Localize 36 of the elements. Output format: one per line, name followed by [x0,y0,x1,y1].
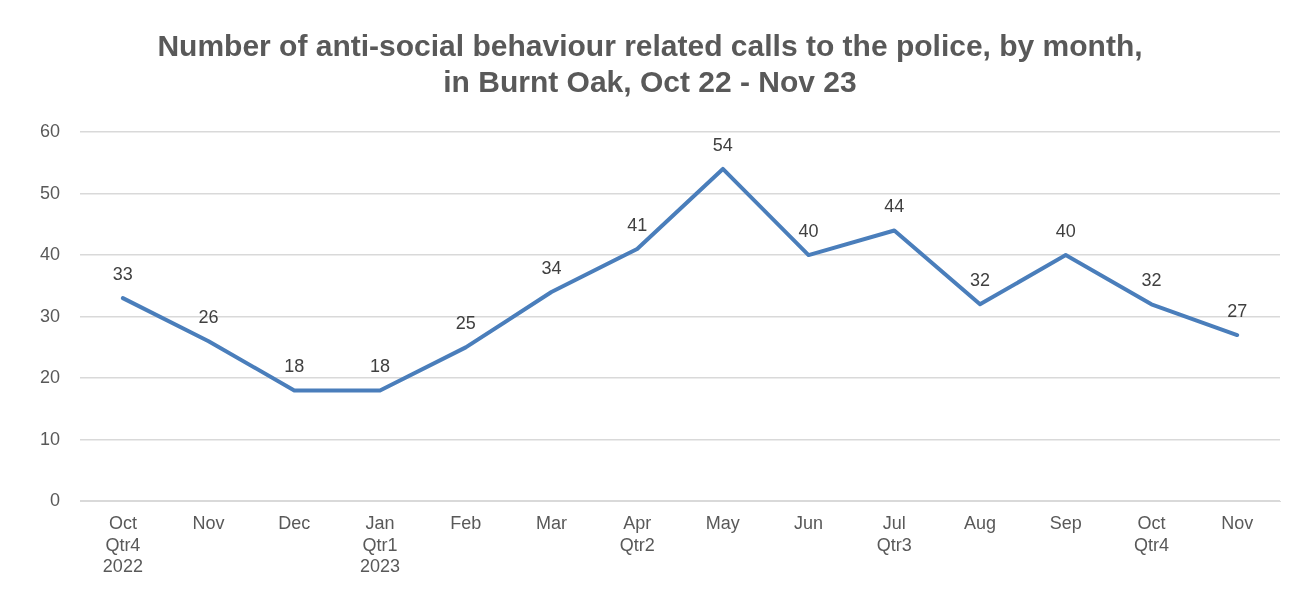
x-tick-label: Jun [794,512,824,533]
data-label: 40 [798,221,819,242]
data-label: 26 [198,307,219,328]
y-tick-label: 40 [39,244,61,265]
x-tick-label: Mar [535,512,567,533]
x-tick-label: Jan Qtr1 2023 [359,512,401,577]
x-tick-label: Oct Qtr4 2022 [102,512,143,577]
x-tick-label: Feb [450,512,482,533]
data-label: 32 [1141,270,1162,291]
x-tick-label: Jul Qtr3 [876,512,912,555]
data-label: 44 [884,196,905,217]
data-label: 34 [541,257,562,278]
y-tick-label: 60 [39,120,61,141]
x-tick-label: Apr Qtr2 [619,512,655,555]
data-label: 27 [1227,301,1248,322]
data-label: 18 [370,356,391,377]
chart-title: Number of anti-social behaviour related calls to the police, by month, in Burnt Oak, Oct 22 - Nov 23 [157,29,1143,99]
y-tick-label: 30 [39,305,61,326]
data-label: 41 [627,214,648,235]
data-label: 40 [1055,221,1076,242]
x-tick-label: Aug [963,512,997,533]
data-label: 54 [712,134,733,155]
x-tick-label: Dec [278,512,311,533]
x-tick-label: Sep [1049,512,1082,533]
data-label: 25 [455,313,476,334]
data-label: 32 [969,270,991,291]
y-tick-label: 10 [39,428,61,449]
data-label: 18 [284,356,305,377]
y-tick-label: 20 [39,367,61,388]
x-tick-label: Oct Qtr4 [1133,512,1169,555]
x-tick-label: Nov [192,512,225,533]
x-tick-label: Nov [1221,512,1254,533]
data-label: 33 [112,264,133,285]
y-tick-label: 0 [50,490,61,511]
x-tick-label: May [705,512,740,533]
y-tick-label: 50 [39,182,61,203]
